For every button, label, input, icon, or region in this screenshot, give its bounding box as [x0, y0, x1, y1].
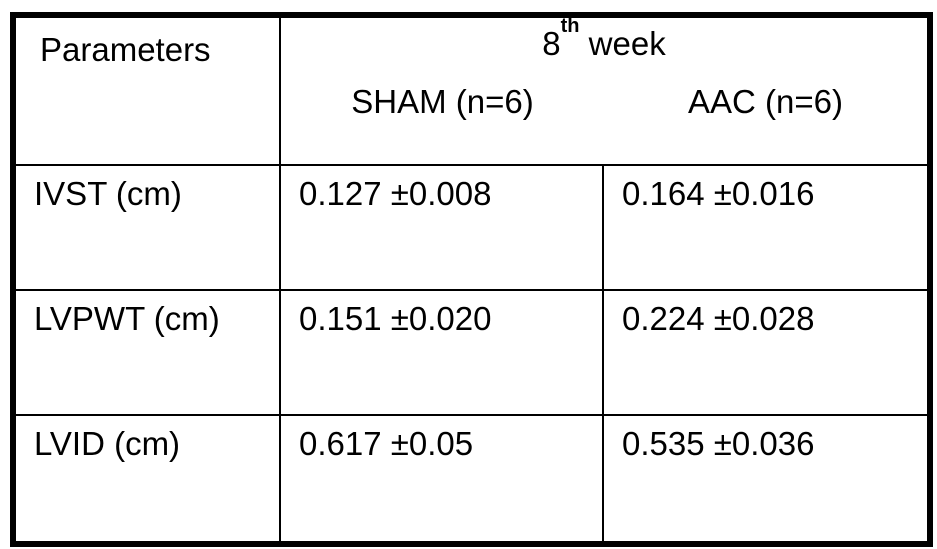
- parameters-header-label: Parameters: [40, 31, 211, 68]
- week-ordinal-sup: th: [560, 15, 580, 37]
- parameters-column-header: Parameters: [12, 14, 281, 166]
- group-subheaders: SHAM (n=6) AAC (n=6): [282, 82, 927, 121]
- week-title: 8th week: [282, 17, 927, 63]
- row-label-lvid: LVID (cm): [12, 414, 281, 545]
- ivst-sham-value: 0.127 ±0.008: [279, 164, 604, 291]
- table-row-lvid: LVID (cm) 0.617 ±0.05 0.535 ±0.036: [12, 414, 932, 545]
- week-number: 8: [542, 25, 561, 62]
- aac-group-header: AAC (n=6): [688, 82, 843, 120]
- week-word: week: [579, 25, 666, 62]
- ivst-aac-value: 0.164 ±0.016: [601, 164, 932, 291]
- table-row-ivst: IVST (cm) 0.127 ±0.008 0.164 ±0.016: [12, 164, 932, 291]
- table-row-lvpwt: LVPWT (cm) 0.151 ±0.020 0.224 ±0.028: [12, 289, 932, 416]
- sham-group-header: SHAM (n=6): [351, 82, 534, 120]
- row-label-ivst: IVST (cm): [12, 164, 281, 291]
- echo-parameters-table: Parameters 8th week SHAM (n=6) AAC (n=6)…: [10, 12, 934, 547]
- lvpwt-sham-value: 0.151 ±0.020: [279, 289, 604, 416]
- lvid-aac-value: 0.535 ±0.036: [601, 414, 932, 545]
- lvid-sham-value: 0.617 ±0.05: [279, 414, 604, 545]
- row-label-lvpwt: LVPWT (cm): [12, 289, 281, 416]
- week-column-header: 8th week SHAM (n=6) AAC (n=6): [278, 14, 932, 166]
- lvpwt-aac-value: 0.224 ±0.028: [601, 289, 932, 416]
- header-row: Parameters 8th week SHAM (n=6) AAC (n=6): [12, 14, 932, 166]
